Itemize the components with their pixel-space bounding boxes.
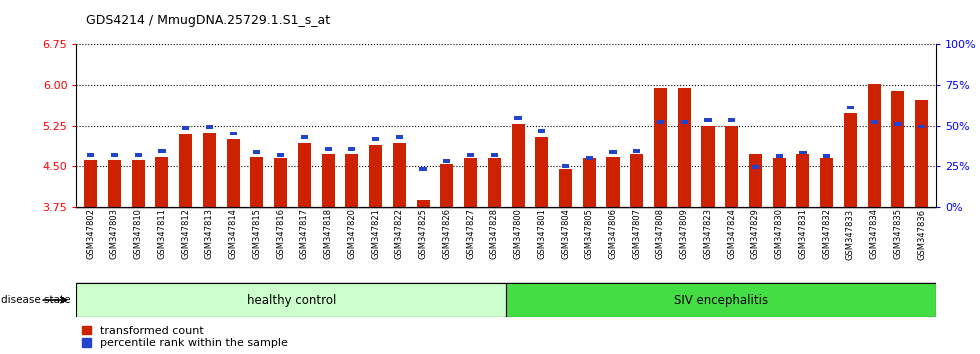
Bar [847,105,854,109]
Bar [705,118,711,122]
Bar [108,160,121,207]
Bar [586,156,593,160]
Bar [84,160,97,207]
Bar [274,158,287,207]
Bar [559,169,572,207]
Bar [512,124,524,207]
Bar [488,158,501,207]
Bar [159,149,166,153]
Bar [610,150,616,154]
Bar [562,164,569,168]
Bar [440,164,454,207]
Bar [797,154,809,207]
Bar [298,143,311,207]
Bar [657,120,664,124]
Bar [396,136,403,139]
Bar [416,200,429,207]
Bar [633,149,640,153]
Bar [514,116,521,120]
Text: SIV encephalitis: SIV encephalitis [674,293,768,307]
Bar [324,147,331,151]
Bar [491,153,498,157]
Bar [800,151,807,154]
Bar [583,158,596,207]
Bar [702,126,714,207]
Bar [156,156,169,207]
Bar [226,139,240,207]
Bar [134,153,142,156]
Bar [772,158,786,207]
Bar [348,147,356,151]
Bar [728,118,735,122]
Bar [870,120,878,124]
Bar [752,165,760,169]
Bar [301,136,308,139]
Bar [443,159,451,162]
Text: disease state: disease state [1,295,71,305]
Bar [277,153,284,157]
Bar [131,160,145,207]
Bar [345,154,359,207]
Bar [749,154,762,207]
Bar [76,283,506,317]
Bar [372,137,379,141]
Legend: transformed count, percentile rank within the sample: transformed count, percentile rank withi… [82,326,288,348]
Bar [915,100,928,207]
Bar [535,137,549,207]
Bar [464,158,477,207]
Bar [203,133,216,207]
Bar [867,84,881,207]
Bar [607,156,619,207]
Bar [250,156,264,207]
Bar [87,153,94,156]
Bar [393,143,406,207]
Bar [775,154,783,158]
Bar [654,88,667,207]
Bar [678,88,691,207]
Bar [229,132,237,136]
Bar [725,126,738,207]
Bar [182,126,189,130]
Bar [369,145,382,207]
Bar [506,283,936,317]
Bar [844,113,857,207]
Bar [206,125,213,129]
Bar [895,122,902,126]
Bar [419,167,426,171]
Bar [253,150,261,154]
Bar [823,154,830,158]
Text: healthy control: healthy control [247,293,336,307]
Bar [111,153,118,156]
Bar [538,129,546,133]
Bar [918,125,925,129]
Bar [681,120,688,124]
Bar [820,158,833,207]
Bar [179,134,192,207]
Bar [892,91,905,207]
Bar [321,154,334,207]
Text: GDS4214 / MmugDNA.25729.1.S1_s_at: GDS4214 / MmugDNA.25729.1.S1_s_at [86,14,330,27]
Bar [466,153,474,157]
Bar [630,154,643,207]
